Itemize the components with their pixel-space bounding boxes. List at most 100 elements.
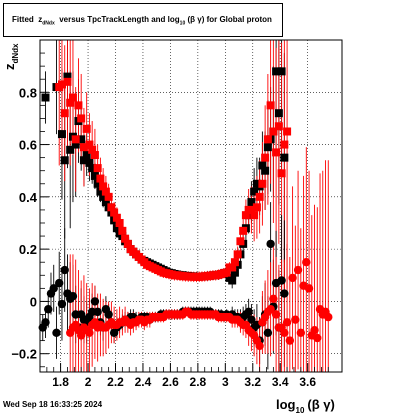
- data-point-square: [236, 237, 245, 246]
- data-point-square: [63, 72, 72, 81]
- data-point-circle: [296, 328, 306, 337]
- data-point-square: [250, 211, 259, 220]
- data-point-circle: [291, 315, 300, 324]
- tick-labels: 1.8 2 2.2 2.4 2.6 2.8 3 3.2 3.4 3.6 −0.2 0 0.2 0.4 0.6…: [11, 85, 316, 389]
- data-point-square: [250, 187, 259, 196]
- data-point-circle: [271, 310, 281, 319]
- data-point-square: [247, 205, 256, 214]
- y-tick-label: 0: [30, 294, 37, 309]
- data-point-square: [277, 169, 286, 178]
- data-point-square: [60, 109, 69, 118]
- data-markers: [38, 67, 333, 351]
- data-point-circle: [55, 278, 64, 288]
- x-tick-label: 2: [85, 375, 92, 389]
- data-point-square: [101, 187, 110, 196]
- data-point-square: [118, 226, 127, 235]
- data-point-square: [228, 276, 237, 285]
- data-point-square: [99, 192, 108, 201]
- data-point-circle: [266, 305, 275, 314]
- y-tick-label: 0.4: [19, 190, 38, 205]
- data-point-square: [112, 224, 121, 233]
- data-point-circle: [44, 305, 53, 314]
- x-axis-label: log10 (β γ): [276, 397, 335, 414]
- data-point-square: [60, 156, 69, 165]
- data-point-square: [272, 67, 281, 76]
- data-point-square: [283, 127, 292, 136]
- x-tick-label: 3.2: [244, 375, 261, 389]
- data-point-square: [85, 158, 94, 167]
- data-point-square: [82, 151, 91, 160]
- data-point-square: [258, 179, 267, 188]
- x-tick-label: 3.4: [272, 375, 289, 389]
- data-point-square: [104, 192, 113, 201]
- data-point-circle: [41, 318, 50, 327]
- data-point-square: [66, 98, 75, 107]
- y-axis-label: zdNdx: [2, 43, 20, 70]
- x-tick-label: 3: [222, 375, 229, 389]
- chart-title: Fitted zdNdx versus TpcTrackLength and l…: [12, 15, 272, 27]
- data-point-circle: [76, 331, 86, 340]
- x-tick-label: 2.6: [162, 375, 179, 389]
- data-point-square: [222, 268, 231, 277]
- data-point-square: [274, 109, 283, 118]
- data-point-square: [252, 203, 261, 212]
- data-point-circle: [288, 273, 297, 283]
- timestamp: Wed Sep 18 16:33:25 2024: [3, 400, 103, 409]
- data-point-square: [263, 135, 272, 144]
- data-point-circle: [104, 310, 113, 319]
- data-point-square: [241, 211, 250, 220]
- data-point-circle: [280, 328, 289, 337]
- data-point-square: [272, 148, 281, 157]
- data-point-square: [239, 226, 248, 235]
- data-point-square: [77, 114, 86, 123]
- data-point-circle: [282, 318, 292, 327]
- data-point-square: [107, 203, 116, 212]
- data-point-circle: [57, 299, 67, 309]
- data-point-circle: [49, 284, 58, 293]
- data-point-square: [233, 250, 242, 259]
- data-point-circle: [313, 333, 322, 343]
- data-point-square: [263, 143, 272, 152]
- data-point-circle: [244, 307, 253, 317]
- y-tick-label: −0.2: [11, 347, 37, 362]
- data-point-square: [93, 164, 102, 173]
- chart-title-box: Fitted zdNdx versus TpcTrackLength and l…: [3, 3, 283, 37]
- data-point-circle: [52, 328, 61, 337]
- data-point-circle: [93, 307, 102, 317]
- data-point-square: [41, 93, 50, 102]
- data-point-square: [88, 164, 97, 173]
- data-point-square: [93, 179, 102, 188]
- data-point-square: [112, 213, 121, 222]
- data-point-square: [99, 182, 108, 191]
- data-point-square: [68, 93, 77, 102]
- data-point-square: [57, 130, 66, 139]
- x-tick-label: 2.4: [135, 375, 152, 389]
- data-point-square: [101, 198, 110, 207]
- data-point-circle: [285, 336, 295, 345]
- data-point-square: [71, 135, 80, 144]
- data-point-circle: [324, 312, 333, 322]
- x-tick-label: 2.2: [107, 375, 124, 389]
- data-point-square: [115, 218, 124, 227]
- data-point-circle: [293, 265, 303, 275]
- data-point-circle: [304, 284, 314, 293]
- data-point-square: [90, 171, 99, 180]
- x-tick-label: 1.8: [52, 375, 69, 389]
- data-point-square: [88, 145, 97, 154]
- data-point-square: [277, 67, 286, 76]
- data-point-square: [96, 174, 105, 183]
- data-point-circle: [90, 297, 100, 306]
- data-point-circle: [68, 291, 78, 301]
- data-point-circle: [302, 258, 311, 267]
- data-point-square: [230, 268, 239, 277]
- data-point-square: [261, 153, 270, 162]
- data-point-square: [228, 263, 237, 272]
- data-point-square: [96, 187, 105, 196]
- data-point-circle: [60, 265, 69, 275]
- data-point-square: [280, 153, 289, 162]
- data-point-square: [123, 239, 132, 248]
- data-point-square: [261, 166, 270, 175]
- data-point-circle: [277, 276, 286, 285]
- data-point-square: [90, 151, 99, 160]
